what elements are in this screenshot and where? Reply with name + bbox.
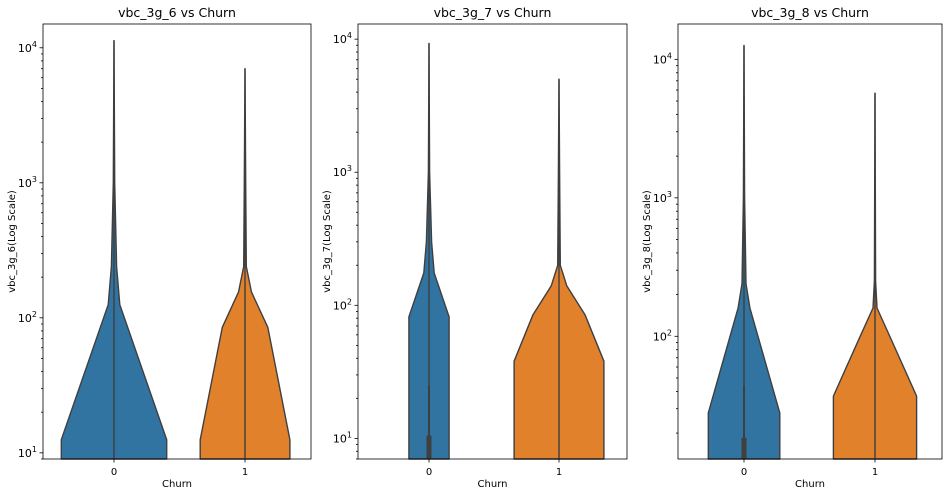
chart-title: vbc_3g_7 vs Churn [434, 5, 552, 20]
y-tick-label: 101 [18, 445, 37, 460]
x-axis-label: Churn [162, 479, 192, 490]
y-tick-label: 104 [18, 40, 37, 55]
x-tick-label: 1 [872, 467, 878, 478]
subplot-1: 101 102 103 104 0 1 vbc_3g_7 vs Churn Churn vbc_… [322, 5, 627, 490]
y-tick-label: 103 [18, 175, 37, 190]
y-tick-label: 102 [333, 297, 352, 312]
y-tick-label: 104 [333, 31, 352, 46]
box-iqr [742, 438, 747, 459]
y-tick-label: 101 [333, 430, 352, 445]
y-tick-label: 102 [18, 310, 37, 325]
box-iqr [427, 436, 432, 459]
subplot-2: 102 103 104 0 1 vbc_3g_8 vs Churn Churn vbc_3g_… [642, 5, 942, 490]
y-tick-label: 103 [653, 190, 672, 205]
x-tick-label: 0 [741, 467, 747, 478]
y-axis-label: vbc_3g_7(Log Scale) [322, 190, 333, 293]
chart-title: vbc_3g_8 vs Churn [751, 5, 869, 20]
y-tick-label: 104 [653, 51, 672, 66]
x-tick-label: 0 [111, 467, 117, 478]
x-axis-label: Churn [795, 479, 825, 490]
x-axis-label: Churn [478, 479, 508, 490]
x-tick-label: 0 [426, 467, 432, 478]
y-axis-label: vbc_3g_6(Log Scale) [7, 190, 18, 293]
y-tick-label: 102 [653, 328, 672, 343]
y-axis-label: vbc_3g_8(Log Scale) [642, 190, 653, 293]
y-tick-label: 103 [333, 164, 352, 179]
x-tick-label: 1 [556, 467, 562, 478]
subplot-0: 101 102 103 104 0 1 vbc_3g_6 vs Churn Churn vbc_… [7, 5, 311, 490]
x-tick-label: 1 [242, 467, 248, 478]
chart-title: vbc_3g_6 vs Churn [118, 5, 236, 20]
